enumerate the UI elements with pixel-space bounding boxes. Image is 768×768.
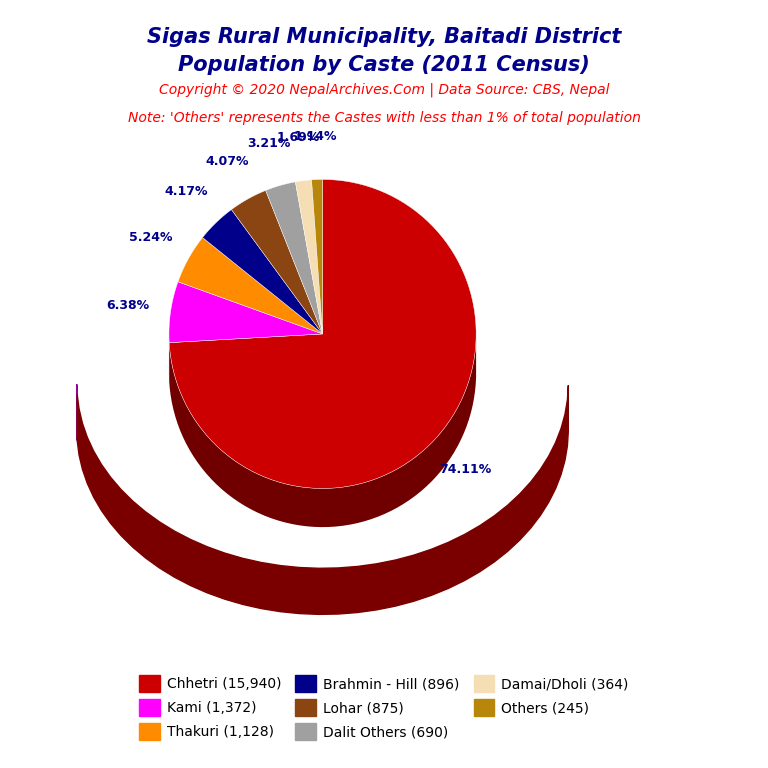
Polygon shape bbox=[178, 237, 323, 334]
Text: 6.38%: 6.38% bbox=[107, 299, 150, 312]
Polygon shape bbox=[169, 339, 476, 527]
Legend: Chhetri (15,940), Kami (1,372), Thakuri (1,128), Brahmin - Hill (896), Lohar (87: Chhetri (15,940), Kami (1,372), Thakuri … bbox=[134, 670, 634, 746]
Polygon shape bbox=[169, 180, 476, 488]
Polygon shape bbox=[312, 180, 323, 334]
Text: 4.07%: 4.07% bbox=[205, 154, 249, 167]
Text: 4.17%: 4.17% bbox=[164, 185, 208, 198]
Text: Sigas Rural Municipality, Baitadi District: Sigas Rural Municipality, Baitadi Distri… bbox=[147, 27, 621, 47]
Polygon shape bbox=[266, 182, 323, 334]
Text: 1.69%: 1.69% bbox=[276, 131, 319, 144]
Text: Copyright © 2020 NepalArchives.Com | Data Source: CBS, Nepal: Copyright © 2020 NepalArchives.Com | Dat… bbox=[159, 82, 609, 97]
Polygon shape bbox=[169, 282, 323, 343]
Text: Population by Caste (2011 Census): Population by Caste (2011 Census) bbox=[178, 55, 590, 75]
Text: Note: 'Others' represents the Castes with less than 1% of total population: Note: 'Others' represents the Castes wit… bbox=[127, 111, 641, 125]
Polygon shape bbox=[78, 386, 568, 614]
Text: 1.14%: 1.14% bbox=[294, 130, 337, 143]
Text: 5.24%: 5.24% bbox=[129, 231, 173, 244]
Polygon shape bbox=[203, 210, 323, 334]
Polygon shape bbox=[296, 180, 323, 334]
Polygon shape bbox=[231, 190, 323, 334]
Text: 3.21%: 3.21% bbox=[247, 137, 290, 151]
Text: 74.11%: 74.11% bbox=[439, 463, 492, 476]
